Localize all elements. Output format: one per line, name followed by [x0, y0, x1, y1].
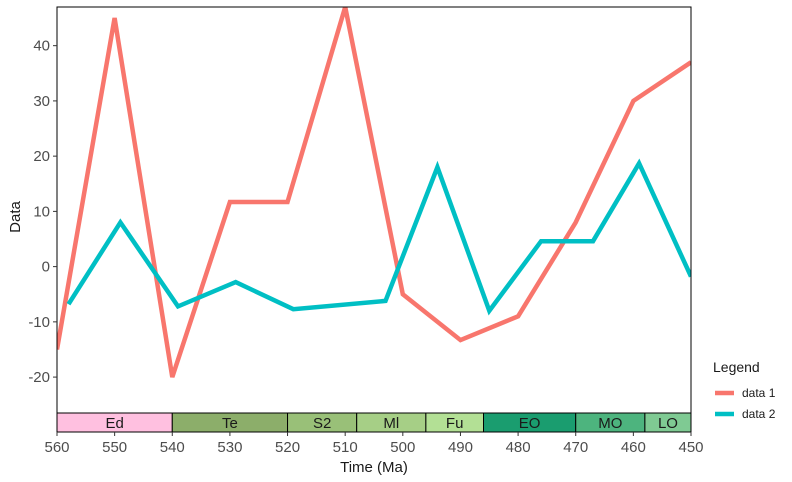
- panel-mask-left: [0, 0, 57, 413]
- x-tick-label: 550: [102, 439, 127, 456]
- period-label: MO: [598, 415, 622, 432]
- period-bar: Ed Te S2 Ml Fu EO MO LO: [56, 412, 692, 433]
- y-tick-label: 20: [33, 148, 50, 165]
- panel-mask-right: [691, 0, 792, 413]
- period-label: S2: [313, 415, 331, 432]
- x-tick-label: 500: [390, 439, 415, 456]
- plot-panel: [0, 0, 792, 414]
- legend-title: Legend: [713, 359, 760, 375]
- legend-label-1: data 1: [742, 386, 776, 400]
- y-tick-label: 0: [42, 259, 50, 276]
- series-line-1: [54, 6, 693, 378]
- x-tick-label: 530: [217, 439, 242, 456]
- x-tick-label: 470: [563, 439, 588, 456]
- legend: Legend data 1 data 2: [713, 359, 776, 421]
- period-label: EO: [519, 415, 541, 432]
- series-line-2: [66, 158, 694, 316]
- plot-frame: [56, 6, 692, 414]
- x-tick-label: 540: [160, 439, 185, 456]
- x-tick-label: 560: [44, 439, 69, 456]
- x-tick-label: 450: [678, 439, 703, 456]
- y-tick-label: -20: [28, 369, 50, 386]
- y-tick-label: -10: [28, 314, 50, 331]
- y-axis-title: Data: [7, 201, 24, 233]
- period-label: Ml: [383, 415, 399, 432]
- legend-label-2: data 2: [742, 407, 776, 421]
- period-label: Ed: [105, 415, 123, 432]
- y-tick-label: 30: [33, 93, 50, 110]
- x-axis-title: Time (Ma): [340, 459, 408, 476]
- y-tick-label: 40: [33, 38, 50, 55]
- x-tick-label: 460: [621, 439, 646, 456]
- period-label: Te: [222, 415, 238, 432]
- period-label: LO: [658, 415, 678, 432]
- y-tick-label: 10: [33, 203, 50, 220]
- panel-mask-top: [57, 0, 691, 7]
- x-tick-label: 520: [275, 439, 300, 456]
- x-axis: 560 550 540 530 520 510 500 490 480 470 460 450: [44, 432, 704, 456]
- x-tick-label: 510: [333, 439, 358, 456]
- x-tick-label: 480: [506, 439, 531, 456]
- period-label: Fu: [446, 415, 464, 432]
- y-axis: -20 -10 0 10 20 30 40: [28, 38, 57, 386]
- x-tick-label: 490: [448, 439, 473, 456]
